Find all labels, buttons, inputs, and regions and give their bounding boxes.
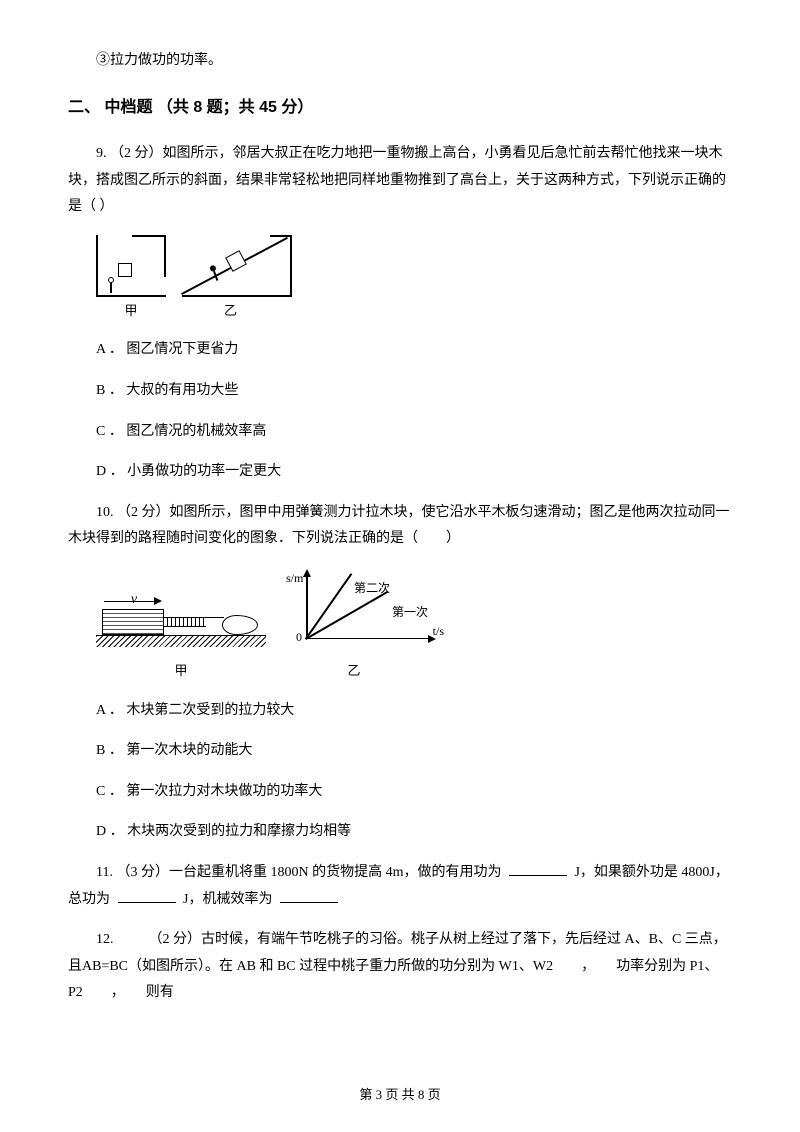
q9-figure: 甲 乙 bbox=[96, 235, 732, 324]
question-10: 10. （2 分）如图所示，图甲中用弹簧测力计拉木块，使它沿水平木板匀速滑动；图… bbox=[68, 500, 732, 553]
q11-blank-3[interactable] bbox=[280, 889, 338, 903]
question-11: 11. （3 分）一台起重机将重 1800N 的货物提高 4m，做的有用功为 J… bbox=[68, 860, 732, 913]
velocity-arrow: v bbox=[104, 587, 164, 601]
q11-mid2: J，机械效率为 bbox=[183, 892, 276, 907]
intro-text: ③拉力做功的功率。 bbox=[68, 48, 732, 75]
q10-cap-b: 乙 bbox=[266, 659, 442, 684]
q11-blank-2[interactable] bbox=[118, 889, 176, 903]
line-label-1st: 第一次 bbox=[392, 601, 428, 624]
x-axis-label: t/s bbox=[433, 620, 444, 643]
question-9: 9. （2 分）如图所示，邻居大叔正在吃力地把一重物搬上高台，小勇看见后急忙前去… bbox=[68, 141, 732, 221]
q10-option-c: C ． 第一次拉力对木块做功的功率大 bbox=[96, 779, 732, 806]
q11-pre: 11. （3 分）一台起重机将重 1800N 的货物提高 4m，做的有用功为 bbox=[96, 865, 505, 880]
q10-cap-a: 甲 bbox=[96, 659, 266, 684]
q10-figure-b-icon: s/m 第二次 第一次 0 t/s bbox=[292, 567, 442, 657]
q10-figure-a-icon: v bbox=[96, 587, 266, 657]
section-heading: 二、 中档题 （共 8 题；共 45 分） bbox=[68, 93, 732, 123]
line-label-2nd: 第二次 bbox=[354, 577, 390, 600]
q9-option-c: C ． 图乙情况的机械效率高 bbox=[96, 419, 732, 446]
q10-stem: 10. （2 分）如图所示，图甲中用弹簧测力计拉木块，使它沿水平木板匀速滑动；图… bbox=[68, 500, 732, 553]
q10-figure: v 甲 s/m 第二次 第一次 0 t/s 乙 bbox=[96, 567, 732, 684]
q10-option-d: D ． 木块两次受到的拉力和摩擦力均相等 bbox=[96, 819, 732, 846]
y-axis-label: s/m bbox=[286, 567, 303, 590]
origin-label: 0 bbox=[296, 626, 302, 649]
q9-option-b: B ． 大叔的有用功大些 bbox=[96, 378, 732, 405]
q9-figure-a-icon bbox=[96, 235, 166, 297]
q11-blank-1[interactable] bbox=[509, 862, 567, 876]
q9-figure-b-icon bbox=[182, 235, 292, 297]
q9-option-d: D ． 小勇做功的功率一定更大 bbox=[96, 459, 732, 486]
q9-option-a: A ． 图乙情况下更省力 bbox=[96, 337, 732, 364]
q9-cap-b: 乙 bbox=[170, 299, 292, 324]
page-footer: 第 3 页 共 8 页 bbox=[0, 1083, 800, 1108]
q10-option-b: B ． 第一次木块的动能大 bbox=[96, 738, 732, 765]
q9-stem: 9. （2 分）如图所示，邻居大叔正在吃力地把一重物搬上高台，小勇看见后急忙前去… bbox=[68, 141, 732, 221]
question-12: 12. （2 分）古时候，有端午节吃桃子的习俗。桃子从树上经过了落下，先后经过 … bbox=[68, 927, 732, 1007]
q10-option-a: A ． 木块第二次受到的拉力较大 bbox=[96, 698, 732, 725]
q9-cap-a: 甲 bbox=[96, 299, 166, 324]
